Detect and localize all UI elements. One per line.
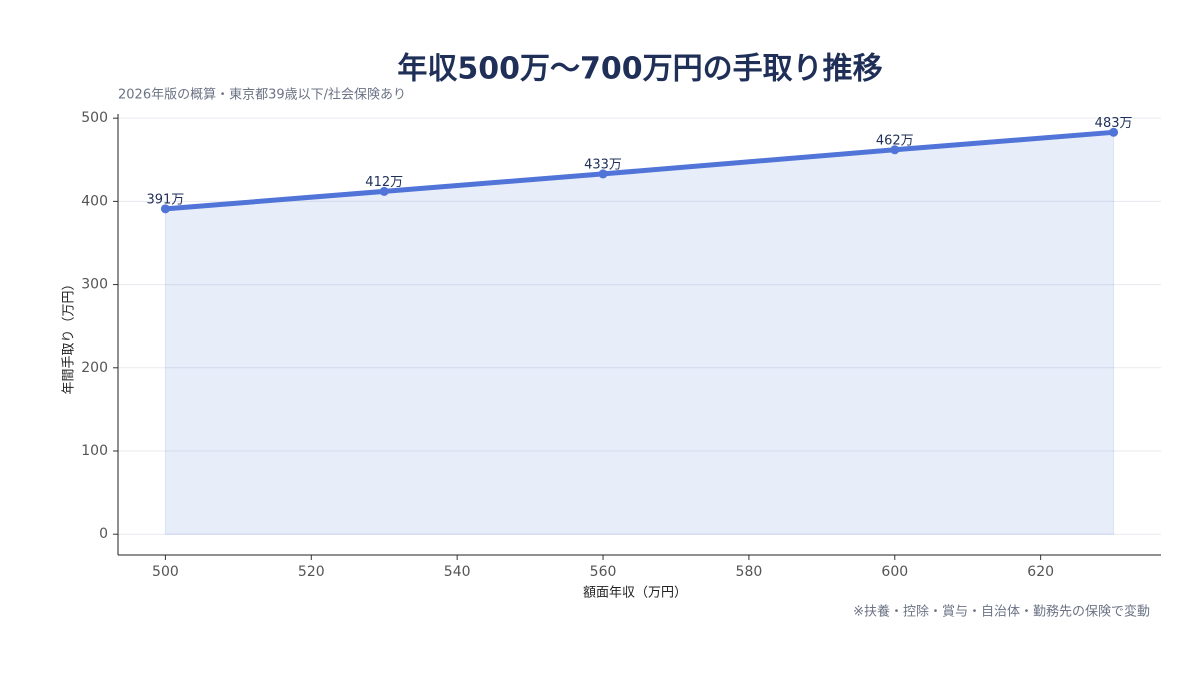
- point: [598, 169, 608, 179]
- x-tick-label: 560: [590, 564, 617, 580]
- point: [1109, 127, 1119, 137]
- y-tick-label: 500: [81, 110, 108, 126]
- x-tick-label: 520: [298, 564, 325, 580]
- x-tick-label: 620: [1027, 564, 1054, 580]
- data-label: 412万: [365, 175, 403, 190]
- x-tick-label: 580: [736, 564, 763, 580]
- point: [160, 204, 170, 214]
- chart-title: 年収500万〜700万円の手取り推移: [397, 52, 882, 87]
- y-tick-label: 300: [81, 277, 108, 293]
- subtitle: 2026年版の概算・東京都39歳以下/社会保険あり: [118, 87, 406, 103]
- data-label: 433万: [584, 157, 622, 172]
- data-label: 391万: [146, 192, 184, 207]
- y-tick-label: 200: [81, 360, 108, 376]
- point: [890, 145, 900, 155]
- note: ※扶養・控除・賞与・自治体・勤務先の保険で変動: [853, 604, 1150, 620]
- data-label: 483万: [1095, 116, 1133, 131]
- y-axis-label: 年間手取り（万円）: [62, 277, 77, 394]
- data-label: 462万: [876, 133, 914, 148]
- x-tick-label: 500: [152, 564, 179, 580]
- x-axis-label: 額面年収（万円）: [583, 586, 687, 601]
- x-tick-label: 540: [444, 564, 471, 580]
- y-tick-label: 0: [99, 526, 108, 542]
- point: [379, 186, 389, 196]
- y-tick-label: 400: [81, 193, 108, 209]
- y-tick-label: 100: [81, 443, 108, 459]
- area: [164, 131, 1115, 535]
- x-tick-label: 600: [881, 564, 908, 580]
